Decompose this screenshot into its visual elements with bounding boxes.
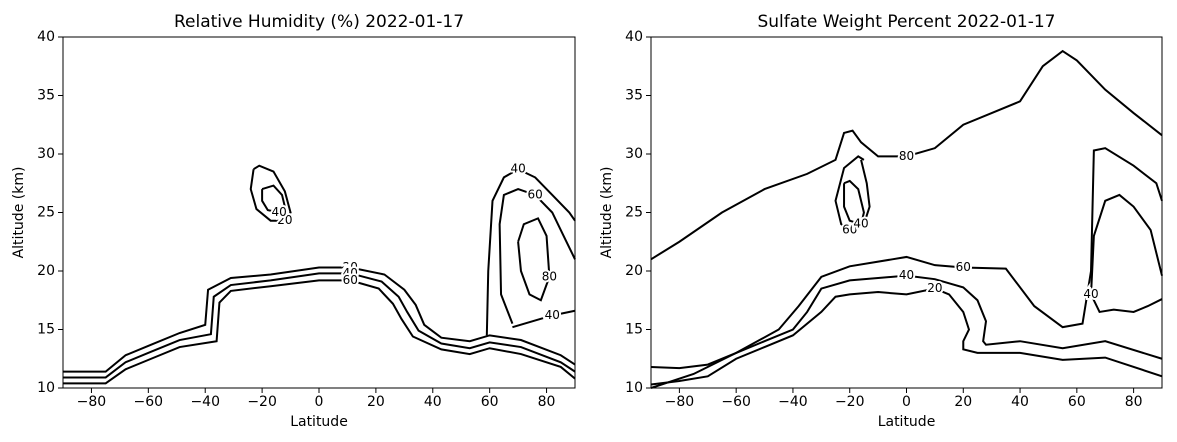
contour-label: 20 [343, 260, 358, 274]
contour-line [517, 217, 551, 302]
x-axis-label: Latitude [878, 414, 936, 430]
contour-label: 40 [899, 268, 914, 282]
x-tick-label: 20 [367, 394, 385, 410]
contour-label: 40 [343, 266, 358, 280]
x-tick-label: 80 [1125, 394, 1143, 410]
y-tick-label: 10 [37, 380, 55, 396]
y-tick-label: 25 [625, 205, 643, 221]
contour-line [650, 274, 1163, 370]
contour-line [249, 164, 292, 222]
y-tick-label: 15 [625, 322, 643, 338]
contour-line [650, 49, 1163, 261]
x-tick-label: 60 [1068, 394, 1086, 410]
y-axis-label: Altitude (km) [599, 167, 615, 259]
contour-line [650, 287, 1163, 386]
x-tick-label: −20 [247, 394, 277, 410]
y-tick-label: 35 [625, 88, 643, 104]
x-tick-label: −80 [665, 394, 695, 410]
contour-label: 40 [510, 162, 525, 176]
contour-label: 60 [343, 273, 358, 287]
y-tick-label: 15 [37, 322, 55, 338]
x-tick-label: −40 [190, 394, 220, 410]
x-tick-label: 80 [538, 394, 556, 410]
contour-line [63, 272, 576, 379]
y-tick-label: 25 [37, 205, 55, 221]
x-tick-label: −20 [835, 394, 865, 410]
x-tick-label: 60 [481, 394, 499, 410]
y-tick-label: 35 [37, 88, 55, 104]
y-tick-label: 10 [625, 380, 643, 396]
x-tick-label: 0 [902, 394, 911, 410]
y-tick-label: 30 [37, 146, 55, 162]
x-tick-label: −60 [721, 394, 751, 410]
contour-line [498, 188, 576, 325]
contour-line [834, 155, 871, 232]
x-axis-label: Latitude [290, 414, 348, 430]
contour-label: 80 [899, 149, 914, 163]
contour-label: 40 [272, 205, 287, 219]
contour-line [63, 266, 576, 373]
contour-label: 60 [528, 187, 543, 201]
plot-frame [62, 36, 576, 389]
contour-line [650, 147, 1163, 389]
contour-label: 60 [956, 260, 971, 274]
contour-line [512, 309, 576, 329]
x-tick-label: 40 [424, 394, 442, 410]
contour-label: 40 [545, 308, 560, 322]
contour-label: 60 [842, 223, 857, 237]
contour-label: 20 [277, 213, 292, 227]
x-tick-label: −40 [778, 394, 808, 410]
chart-title: Sulfate Weight Percent 2022-01-17 [757, 12, 1055, 32]
contour-label: 20 [927, 281, 942, 295]
y-tick-label: 20 [37, 263, 55, 279]
y-tick-label: 40 [37, 29, 55, 45]
chart-title: Relative Humidity (%) 2022-01-17 [174, 12, 464, 32]
contour-line [843, 179, 865, 226]
plot-frame [650, 36, 1163, 389]
x-tick-label: 40 [1011, 394, 1029, 410]
x-tick-label: −60 [134, 394, 164, 410]
contour-line [63, 279, 576, 385]
x-tick-label: 0 [315, 394, 324, 410]
y-axis-label: Altitude (km) [11, 167, 27, 259]
contour-line [485, 168, 576, 336]
x-tick-label: 20 [954, 394, 972, 410]
contour-label: 80 [542, 269, 557, 283]
y-tick-label: 20 [625, 263, 643, 279]
contour-label: 40 [853, 217, 868, 231]
x-tick-label: −80 [77, 394, 107, 410]
contour-line [261, 184, 286, 214]
y-tick-label: 40 [625, 29, 643, 45]
contour-line [1090, 193, 1163, 314]
contour-label: 40 [1083, 287, 1098, 301]
y-tick-label: 30 [625, 146, 643, 162]
